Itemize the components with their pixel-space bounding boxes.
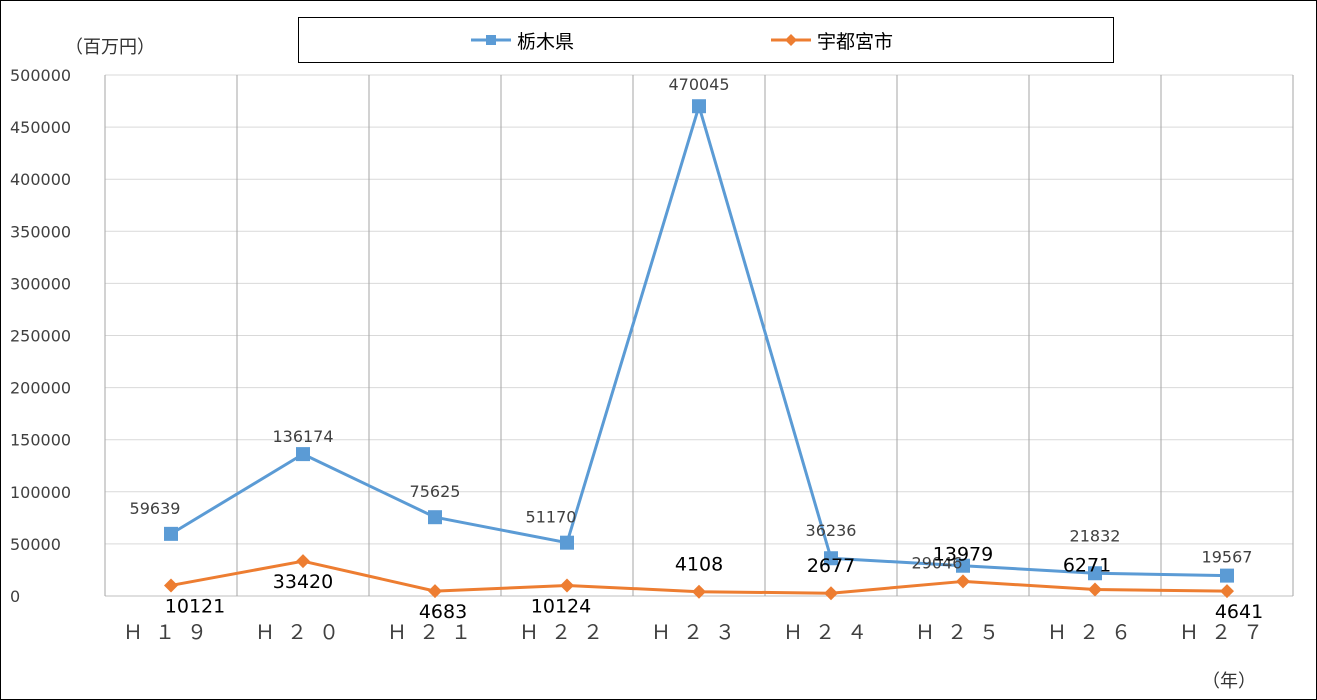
data-point-utsunomiya	[296, 554, 310, 569]
y-tick-label: 0	[10, 587, 20, 606]
x-tick-label: Ｈ２１	[387, 620, 483, 644]
data-label-utsunomiya: 6271	[1063, 554, 1111, 576]
data-label-utsunomiya: 10124	[531, 595, 591, 617]
data-point-tochigi	[560, 535, 574, 550]
series	[164, 99, 1234, 601]
data-label-tochigi: 36236	[806, 521, 857, 540]
data-label-utsunomiya: 10121	[165, 595, 225, 617]
data-label-tochigi: 19567	[1202, 548, 1253, 567]
data-label-tochigi: 29046	[912, 554, 963, 573]
data-point-tochigi	[1220, 568, 1234, 583]
y-tick-label: 150000	[10, 431, 71, 450]
data-point-tochigi	[824, 551, 838, 566]
data-point-utsunomiya	[692, 584, 706, 599]
x-tick-label: Ｈ１９	[123, 620, 219, 644]
data-point-tochigi	[428, 510, 442, 525]
legend-item-tochigi: 栃木県	[469, 18, 574, 62]
data-label-tochigi: 136174	[272, 427, 333, 446]
y-tick-label: 100000	[10, 483, 71, 502]
y-tick-label: 200000	[10, 379, 71, 398]
y-tick-label: 250000	[10, 327, 71, 346]
y-tick-label: 300000	[10, 274, 71, 293]
data-label-tochigi: 75625	[410, 482, 461, 501]
y-tick-label: 50000	[10, 535, 61, 554]
x-tick-label: Ｈ２５	[915, 620, 1011, 644]
x-tick-label: Ｈ２４	[783, 620, 879, 644]
x-tick-label: Ｈ２７	[1179, 620, 1275, 644]
legend-label-tochigi: 栃木県	[517, 30, 575, 53]
x-tick-label: Ｈ２２	[519, 620, 615, 644]
legend-marker-utsunomiya	[771, 34, 811, 46]
data-labels: 59639 136174 75625 51170 470045 36236 29046 218…	[130, 75, 1264, 623]
data-label-tochigi: 21832	[1070, 526, 1121, 545]
data-point-utsunomiya	[1220, 584, 1234, 599]
data-label-utsunomiya: 4641	[1215, 601, 1263, 623]
axes: 0 50000 100000 150000 200000 250000 300000 3500…	[10, 66, 1275, 644]
data-point-utsunomiya	[560, 578, 574, 593]
x-tick-label: Ｈ２０	[255, 620, 351, 644]
y-tick-label: 400000	[10, 170, 71, 189]
data-point-utsunomiya	[428, 584, 442, 599]
data-point-tochigi	[692, 99, 706, 114]
data-point-tochigi	[1088, 566, 1102, 581]
data-label-utsunomiya: 33420	[273, 571, 333, 593]
data-label-utsunomiya: 13979	[933, 543, 993, 565]
legend: 栃木県 宇都宮市	[298, 17, 1114, 63]
y-unit-label: （百万円）	[65, 37, 155, 58]
data-point-utsunomiya	[164, 578, 178, 593]
legend-item-utsunomiya: 宇都宮市	[769, 18, 893, 62]
grid	[104, 74, 1294, 597]
data-point-utsunomiya	[1088, 582, 1102, 597]
data-label-tochigi: 51170	[526, 508, 577, 527]
data-point-tochigi	[956, 558, 970, 573]
data-point-tochigi	[296, 447, 310, 462]
data-label-utsunomiya: 4683	[419, 601, 467, 623]
data-label-utsunomiya: 2677	[807, 555, 855, 577]
legend-label-utsunomiya: 宇都宮市	[817, 30, 894, 53]
legend-marker-tochigi	[471, 35, 511, 45]
x-tick-label: Ｈ２６	[1047, 620, 1143, 644]
x-unit-label: （年）	[1202, 671, 1256, 692]
y-tick-label: 350000	[10, 222, 71, 241]
x-tick-label: Ｈ２３	[651, 620, 747, 644]
data-point-tochigi	[164, 526, 178, 541]
data-label-utsunomiya: 4108	[675, 554, 723, 576]
data-point-utsunomiya	[956, 574, 970, 589]
data-label-tochigi: 470045	[668, 75, 729, 94]
y-tick-label: 450000	[10, 118, 71, 137]
data-point-utsunomiya	[824, 586, 838, 601]
data-label-tochigi: 59639	[130, 499, 181, 518]
series-line-tochigi	[170, 104, 1228, 578]
y-tick-label: 500000	[10, 66, 71, 85]
